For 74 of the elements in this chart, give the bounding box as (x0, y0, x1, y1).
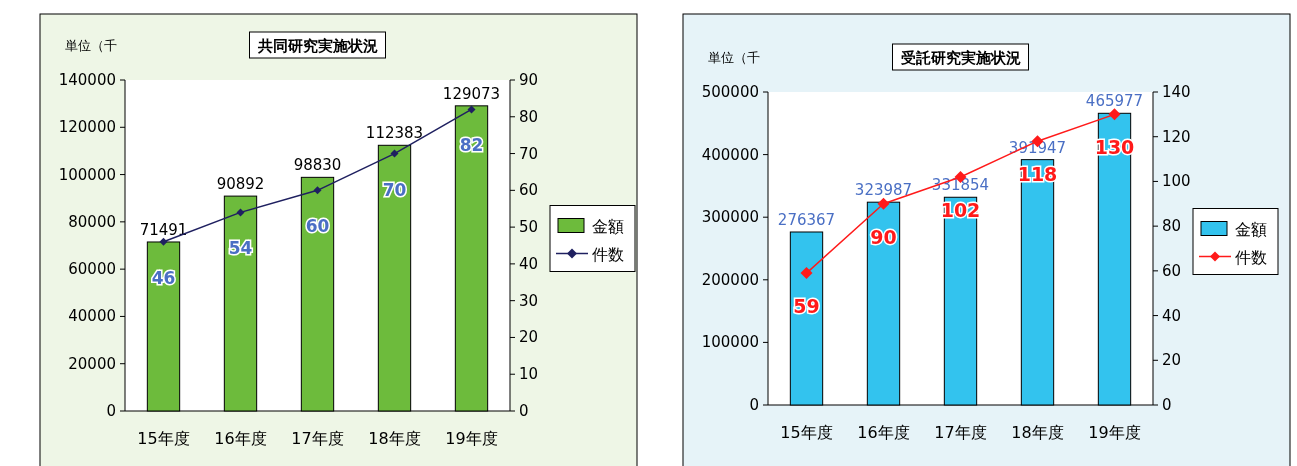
y-tick-label: 400000 (701, 145, 759, 164)
x-tick-label: 17年度 (934, 423, 987, 442)
point (877, 197, 890, 210)
y2-tick-label: 0 (1162, 396, 1172, 414)
y2-tick-label: 140 (1162, 83, 1191, 101)
y-tick-label: 140000 (58, 71, 116, 89)
data-label: 323987 (854, 181, 913, 200)
y-tick-label: 20000 (68, 354, 116, 373)
data-label: 82 (459, 135, 484, 156)
y-tick-label: 300000 (701, 208, 759, 227)
x-tick-label: 18年度 (368, 429, 421, 448)
x-tick-label: 15年度 (780, 423, 833, 442)
y2-tick-label: 0 (519, 402, 529, 420)
point (467, 105, 476, 114)
y2-tick-label: 30 (519, 291, 539, 310)
y-tick-label: 40000 (68, 307, 116, 326)
y2-tick-label: 50 (519, 218, 539, 237)
y-tick-label: 60000 (68, 260, 116, 279)
data-label: 71491 (139, 220, 188, 239)
y2-tick-label: 90 (519, 71, 539, 89)
y-tick-label: 120000 (58, 118, 116, 137)
legend-label: 金額 (1235, 219, 1267, 239)
data-label: 129073 (442, 84, 501, 103)
x-tick-label: 16年度 (857, 423, 910, 442)
legend-label: 金額 (592, 216, 624, 236)
data-label: 46 (151, 267, 176, 288)
y-tick-label: 0 (749, 396, 759, 414)
y-tick-label: 200000 (701, 270, 759, 289)
x-tick-label: 19年度 (1088, 423, 1141, 442)
point (313, 186, 322, 195)
text: 単位（千 (65, 38, 117, 53)
data-label: 54 (228, 238, 253, 259)
x-tick-label: 19年度 (445, 429, 498, 448)
y2-tick-label: 10 (519, 365, 539, 384)
data-label: 90 (870, 225, 897, 248)
data-label: 276367 (777, 210, 836, 229)
data-label: 98830 (293, 156, 342, 175)
point (159, 237, 168, 246)
y-tick-label: 100000 (701, 333, 759, 352)
legend-label: 件数 (592, 244, 624, 264)
y2-tick-label: 40 (519, 254, 539, 273)
data-label: 465977 (1085, 92, 1144, 111)
point (390, 149, 399, 158)
point (1108, 108, 1121, 121)
chart-title: 共同研究実施状況 (256, 37, 378, 55)
point (236, 208, 245, 217)
y2-tick-label: 70 (519, 144, 539, 163)
y2-tick-label: 20 (1162, 351, 1182, 370)
data-label: 90892 (216, 175, 265, 194)
data-label: 59 (793, 295, 820, 318)
chart-title: 受託研究実施状況 (899, 49, 1021, 67)
data-label: 331854 (931, 176, 990, 195)
y-tick-label: 100000 (58, 165, 116, 184)
y2-tick-label: 60 (519, 181, 539, 200)
point (800, 267, 813, 280)
y-tick-label: 0 (106, 402, 116, 420)
y2-tick-label: 40 (1162, 306, 1182, 325)
data-label: 112383 (365, 124, 424, 143)
x-tick-label: 15年度 (137, 429, 190, 448)
legend-label: 件数 (1235, 247, 1267, 267)
text: 単位（千 (708, 50, 760, 65)
y2-tick-label: 120 (1162, 127, 1191, 146)
x-tick-label: 17年度 (291, 429, 344, 448)
y-tick-label: 500000 (701, 83, 759, 101)
y2-tick-label: 20 (519, 328, 539, 347)
data-label: 70 (382, 179, 407, 200)
y2-tick-label: 100 (1162, 172, 1191, 191)
y2-tick-label: 80 (1162, 217, 1182, 236)
y2-tick-label: 80 (519, 107, 539, 126)
y-tick-label: 80000 (68, 212, 116, 231)
x-tick-label: 18年度 (1011, 423, 1064, 442)
x-tick-label: 16年度 (214, 429, 267, 448)
y2-tick-label: 60 (1162, 261, 1182, 280)
data-label: 60 (305, 216, 330, 237)
